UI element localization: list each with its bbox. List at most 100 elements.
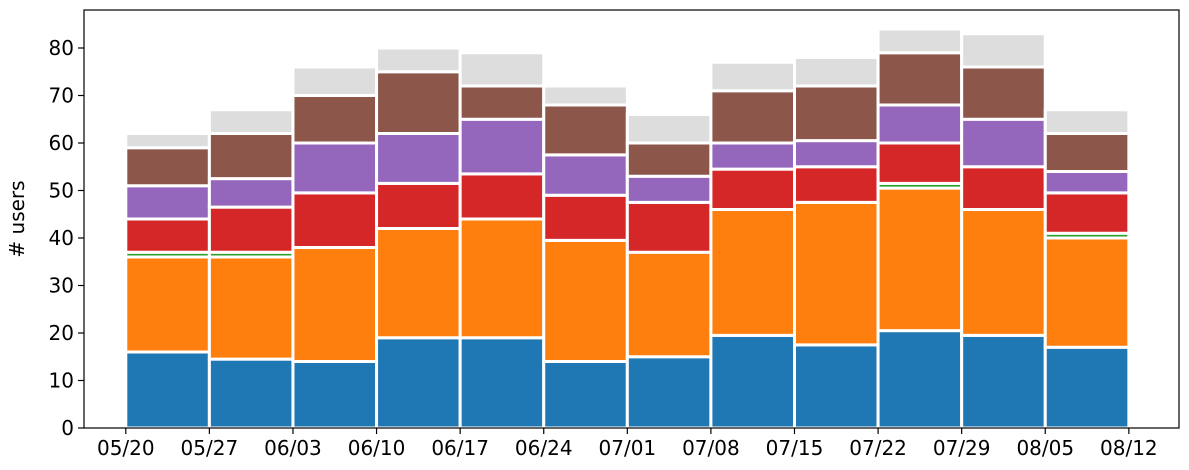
bar-segment (792, 165, 880, 204)
x-tick-label: 06/17 (431, 436, 489, 460)
bar-segment (876, 186, 964, 333)
bar-segment (291, 141, 379, 195)
x-tick-label: 07/29 (933, 436, 991, 460)
y-tick-label: 50 (49, 179, 74, 203)
bar-segment (458, 51, 546, 88)
bar-segment (876, 27, 964, 55)
y-axis: 0 10 20 30 40 50 60 70 80 (49, 36, 84, 440)
bar-segment (375, 181, 462, 230)
bar-segment (542, 193, 629, 242)
y-tick-label: 10 (49, 369, 74, 393)
bar-segment (625, 141, 713, 178)
bar-segment (124, 350, 211, 430)
bar-segment (792, 84, 880, 143)
x-tick-label: 06/03 (264, 436, 322, 460)
bar-segment (124, 255, 211, 354)
bar-segment (625, 174, 713, 204)
bar-segment (291, 191, 379, 249)
x-tick-label: 06/10 (348, 436, 406, 460)
y-tick-label: 40 (49, 226, 74, 250)
bar-segment (709, 167, 796, 211)
bar-segment (291, 360, 379, 430)
bar-segment (709, 333, 796, 430)
bar-segment (375, 46, 462, 74)
bar-segment (792, 343, 880, 430)
bar-segment (124, 132, 211, 150)
bar-segment (709, 60, 796, 93)
bar-segment (625, 250, 713, 359)
bar-segment (876, 51, 964, 107)
bar-segment (207, 205, 295, 254)
bar-segment (375, 336, 462, 430)
bar-segment (207, 132, 295, 181)
bar-segment (1043, 170, 1131, 195)
bar-segment (458, 84, 546, 121)
y-tick-label: 80 (49, 36, 74, 60)
bar-segment (291, 94, 379, 145)
bar-segment (375, 70, 462, 135)
bar-segment (876, 103, 964, 145)
bar-segment (625, 113, 713, 145)
bar-segment (207, 108, 295, 135)
bar-segment (207, 357, 295, 430)
bar-segment (1043, 191, 1131, 235)
bar-segment (458, 217, 546, 340)
bar-segment (542, 360, 629, 430)
bar-segment (291, 65, 379, 97)
x-tick-label: 05/27 (181, 436, 239, 460)
x-tick-label: 07/01 (599, 436, 657, 460)
x-tick-label: 07/08 (682, 436, 740, 460)
bar-segment (124, 146, 211, 188)
bar-segment (124, 184, 211, 221)
bar-segment (625, 355, 713, 430)
bar-segment (876, 141, 964, 185)
bar-segment (709, 89, 796, 145)
y-tick-label: 70 (49, 84, 74, 108)
bar-segment (792, 200, 880, 347)
x-tick-label: 07/15 (766, 436, 824, 460)
x-tick-label: 08/12 (1100, 436, 1158, 460)
bar-segment (458, 117, 546, 176)
bar-segment (207, 255, 295, 361)
bar-segment (792, 139, 880, 169)
bar-segment (1043, 236, 1131, 349)
bar-segment (1043, 345, 1131, 430)
bar-segment (709, 208, 796, 337)
bar-segment (960, 117, 1047, 169)
bar-segment (1043, 108, 1131, 135)
bar-segment (960, 333, 1047, 430)
x-tick-label: 08/05 (1016, 436, 1074, 460)
x-tick-label: 05/20 (97, 436, 155, 460)
y-tick-label: 20 (49, 321, 74, 345)
bar-segment (375, 227, 462, 340)
bar-segment (207, 177, 295, 209)
bar-segment (792, 56, 880, 88)
plot-frame (83, 9, 1180, 429)
bar-segment (960, 32, 1047, 69)
bar-segment (960, 208, 1047, 337)
bar-segment (960, 165, 1047, 211)
bar-segment (542, 238, 629, 363)
bar-segment (124, 217, 211, 254)
bar-segment (375, 132, 462, 185)
y-axis-label: # users (5, 180, 29, 257)
bar-segment (542, 103, 629, 157)
x-tick-label: 07/22 (849, 436, 907, 460)
bar-segment (876, 329, 964, 430)
bar-segment (960, 65, 1047, 121)
y-tick-label: 30 (49, 274, 74, 298)
x-axis: 05/20 05/27 06/03 06/10 06/17 06/24 07/01 07/08… (97, 428, 1158, 460)
bar-segment (1043, 132, 1131, 173)
bar-segment (458, 336, 546, 430)
bar-segment (542, 153, 629, 197)
bar-segment (458, 172, 546, 221)
bar-segment (709, 141, 796, 171)
bar-segment (625, 200, 713, 254)
bar-segment (291, 246, 379, 363)
y-tick-label: 60 (49, 131, 74, 155)
y-tick-label: 0 (61, 416, 74, 440)
bars-group (124, 27, 1131, 430)
x-tick-label: 06/24 (515, 436, 573, 460)
bar-segment (542, 84, 629, 107)
